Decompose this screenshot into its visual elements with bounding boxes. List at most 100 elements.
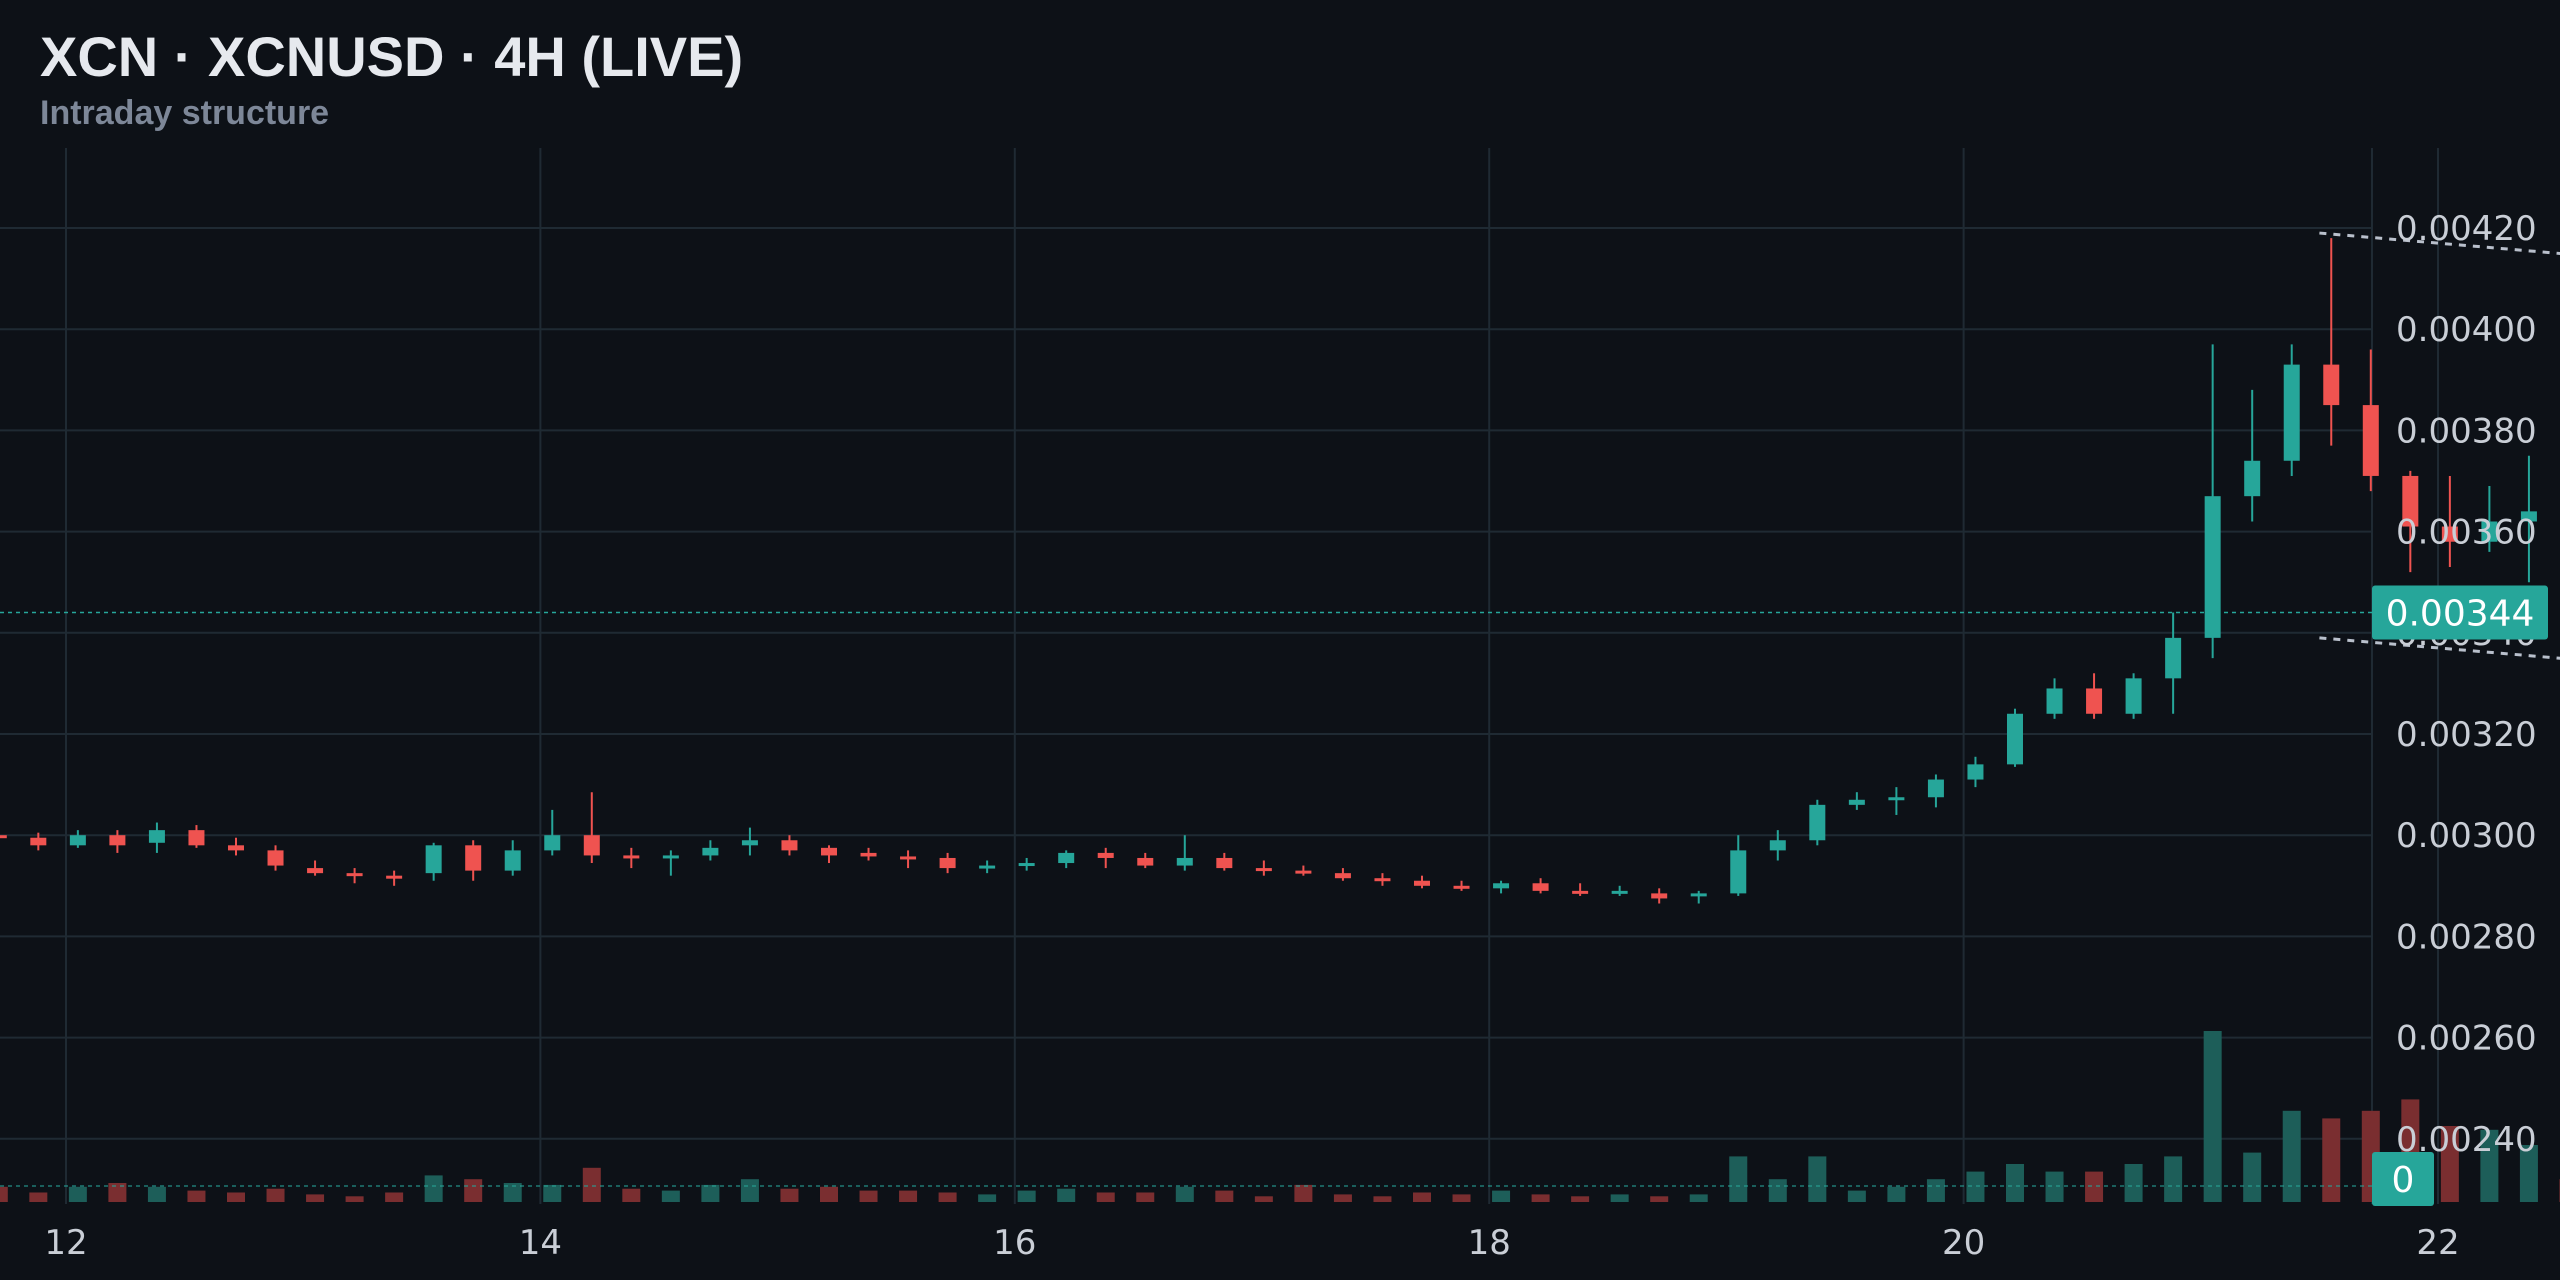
volume-bar	[978, 1194, 997, 1202]
candle-body	[69, 835, 86, 846]
volume-bar	[306, 1194, 325, 1202]
volume-bar	[701, 1184, 720, 1202]
x-tick-label: 14	[519, 1223, 562, 1263]
candle-body	[2244, 460, 2261, 497]
candle-body	[1611, 890, 1628, 894]
x-tick-label: 22	[2416, 1223, 2459, 1263]
volume-bar	[385, 1192, 404, 1202]
candle-body	[2086, 688, 2103, 714]
candle-body	[2165, 637, 2182, 679]
candle-body	[1690, 893, 1707, 897]
volume-bar	[108, 1183, 127, 1202]
axis-badges: 0.00344 0	[2372, 585, 2548, 1206]
candle-body	[1255, 868, 1272, 872]
volume-bar	[147, 1186, 166, 1202]
candle-body	[1769, 840, 1786, 851]
volume-bar	[1926, 1179, 1945, 1202]
candle-body	[2323, 364, 2340, 406]
x-tick-label: 16	[993, 1223, 1036, 1263]
volume-bar	[2440, 1126, 2459, 1202]
candle-body	[1374, 878, 1391, 882]
candle-body	[227, 845, 244, 851]
y-tick-label: 0.00260	[2396, 1019, 2537, 1059]
volume-bar	[0, 1186, 8, 1202]
candle-body	[1018, 863, 1035, 867]
candle-body	[939, 857, 956, 869]
volume-bar	[1847, 1190, 1866, 1202]
volume-bar	[1531, 1194, 1550, 1202]
volume-bar	[2322, 1118, 2341, 1202]
candle-body	[1097, 852, 1114, 858]
volume-bar	[1768, 1179, 1787, 1202]
volume-bar	[2124, 1164, 2143, 1202]
volume-bar	[1492, 1190, 1511, 1202]
price-axis[interactable]: 0.002400.002600.002800.003000.003200.003…	[2396, 209, 2537, 1160]
time-axis[interactable]: 12141618202224262830	[44, 1223, 2560, 1263]
volume-bar	[1689, 1194, 1708, 1202]
candle-body	[2362, 405, 2379, 476]
candle-body	[741, 840, 758, 846]
volume-bar	[1017, 1190, 1036, 1202]
volume-bar	[1057, 1188, 1076, 1202]
candle-body	[465, 845, 482, 871]
volume-bar	[1254, 1196, 1273, 1202]
volume-bar	[2085, 1171, 2104, 1202]
candle-body	[583, 835, 600, 856]
y-tick-label: 0.00300	[2396, 816, 2537, 856]
volume-bar	[187, 1190, 206, 1202]
candle-body	[2402, 475, 2419, 527]
volume-bar	[1215, 1190, 1234, 1202]
candle-body	[2441, 526, 2458, 542]
chart-title: XCN · XCNUSD · 4H (LIVE)	[40, 25, 744, 88]
volume-bar	[2480, 1129, 2499, 1202]
volume-bar	[622, 1188, 641, 1202]
candle-body	[1848, 799, 1865, 805]
candle-body	[1176, 857, 1193, 866]
candle-body	[425, 845, 442, 874]
volume-bar	[1373, 1196, 1392, 1202]
candles	[0, 238, 2537, 904]
volume-bars	[0, 1031, 2560, 1202]
x-tick-label: 20	[1942, 1223, 1985, 1263]
volume-bar	[226, 1192, 245, 1202]
chart-grid	[0, 148, 2439, 1204]
candle-body	[2481, 521, 2498, 542]
volume-badge	[2372, 1152, 2434, 1206]
volume-bar	[740, 1179, 759, 1202]
volume-bar	[780, 1188, 799, 1202]
candle-body	[1888, 797, 1905, 801]
candle-body	[2283, 364, 2300, 461]
candle-body	[1572, 890, 1589, 894]
volume-bar	[2045, 1171, 2064, 1202]
candle-body	[386, 875, 403, 879]
last-price-line	[0, 611, 2372, 1187]
volume-badge-label: 0	[2392, 1160, 2415, 1201]
x-tick-label: 12	[44, 1223, 87, 1263]
volume-bar	[2164, 1156, 2183, 1202]
volume-bar	[68, 1186, 87, 1202]
volume-bar	[543, 1184, 562, 1202]
last-price-badge-label: 0.00344	[2386, 594, 2535, 635]
candle-body	[1137, 857, 1154, 866]
candle-body	[1927, 779, 1944, 798]
candle-body	[2520, 511, 2537, 522]
y-tick-label: 0.00380	[2396, 411, 2537, 451]
candle-body	[2125, 678, 2142, 714]
volume-bar	[29, 1192, 48, 1202]
candle-body	[1730, 850, 1747, 894]
volume-bar	[2005, 1164, 2024, 1202]
candle-body	[702, 847, 719, 856]
candle-body	[860, 852, 877, 857]
volume-bar	[938, 1192, 957, 1202]
candle-body	[900, 856, 917, 860]
volume-bar	[266, 1188, 285, 1202]
candle-body	[2006, 713, 2023, 765]
candle-body	[346, 873, 363, 877]
volume-bar	[2282, 1110, 2301, 1202]
volume-bar	[503, 1183, 522, 1202]
volume-bar	[582, 1167, 601, 1202]
volume-bar	[2243, 1152, 2262, 1202]
candle-body	[1532, 883, 1549, 891]
candle-body	[1493, 883, 1510, 889]
